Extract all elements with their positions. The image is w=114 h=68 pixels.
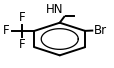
Text: HN: HN [46,3,63,16]
Text: F: F [19,11,25,24]
Text: Br: Br [93,24,106,37]
Text: F: F [3,24,10,37]
Text: F: F [19,38,25,51]
